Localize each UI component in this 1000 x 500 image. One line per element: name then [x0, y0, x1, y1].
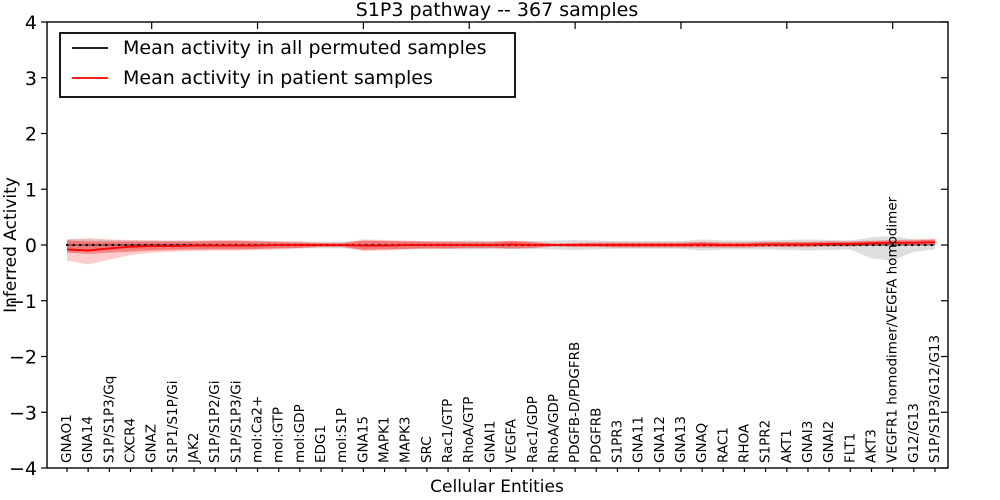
entity-label: GNAI3 [800, 421, 816, 463]
entity-label: mol:S1P [334, 408, 350, 463]
entity-label: GNA13 [673, 416, 689, 463]
entity-label: GNAZ [144, 424, 160, 463]
entity-label: GNA11 [631, 416, 647, 463]
entity-label: GNAI1 [482, 421, 498, 463]
entity-label: RAC1 [715, 427, 731, 463]
entity-label: mol:GTP [271, 407, 287, 463]
y-tick-label: 1 [25, 179, 37, 201]
chart-title: S1P3 pathway -- 367 samples [356, 0, 638, 21]
entity-label: EDG1 [313, 425, 329, 463]
entity-label: GNA14 [80, 416, 96, 463]
entity-label: GNAO1 [59, 414, 75, 463]
uncertainty-bands [67, 236, 935, 265]
entity-label: S1P/S1P3/Gq [101, 376, 117, 463]
y-axis-label: Inferred Activity [1, 177, 21, 313]
entity-label: RhoA/GDP [546, 394, 562, 463]
entity-label: PDGFRB [588, 408, 604, 463]
entity-label: FLT1 [842, 433, 858, 463]
axis-ticks [41, 21, 948, 472]
entity-label: RHOA [736, 423, 752, 463]
entity-label: Rac1/GTP [440, 399, 456, 463]
y-tick-label: −2 [9, 347, 37, 369]
y-tick-label: 4 [25, 12, 37, 34]
y-tick-labels: −4 −3 −2 −1 0 1 2 3 4 [9, 12, 37, 480]
entity-label: S1P/S1P2/Gi [207, 381, 223, 464]
entity-label: JAK2 [186, 433, 202, 464]
entity-label: MAPK3 [398, 417, 414, 463]
entity-label: GNA12 [652, 416, 668, 463]
patient-mean-line [66, 241, 936, 252]
y-tick-label: −4 [9, 458, 37, 480]
entity-label: mol:Ca2+ [250, 396, 266, 463]
legend-box [59, 32, 516, 98]
entity-label: S1P1/S1P/Gi [165, 381, 181, 464]
entity-label: SRC [419, 436, 435, 463]
entity-label: GNA15 [355, 416, 371, 463]
legend-label-patient: Mean activity in patient samples [123, 67, 433, 89]
patient-inner-band [67, 239, 935, 254]
entity-label: VEGFR1 homodimer/VEGFA homodimer [885, 196, 901, 463]
permuted-range-band [67, 236, 935, 261]
entity-label: S1PR3 [609, 420, 625, 463]
entity-label: RhoA/GTP [461, 397, 477, 463]
entity-label: AKT1 [779, 429, 795, 463]
x-axis-label: Cellular Entities [430, 477, 564, 497]
legend-label-permuted: Mean activity in all permuted samples [123, 37, 486, 59]
entity-label: S1P/S1P3/G12/G13 [927, 335, 943, 463]
y-tick-label: 3 [25, 68, 37, 90]
entity-label: VEGFA [504, 418, 520, 463]
entity-label: MAPK1 [377, 417, 393, 463]
entity-tick-labels: GNAO1 GNA14 S1P/S1P3/Gq CXCR4 GNAZ S1P1/S1P/G… [59, 196, 943, 464]
entity-label: S1P/S1P3/Gi [228, 381, 244, 464]
entity-label: S1PR2 [758, 420, 774, 463]
entity-label: GNAI2 [821, 421, 837, 463]
entity-label: mol:GDP [292, 404, 308, 463]
legend: Mean activity in all permuted samples Me… [59, 32, 516, 98]
y-tick-label: −3 [9, 402, 37, 424]
y-tick-label: 0 [25, 235, 37, 257]
y-tick-label: 2 [25, 124, 37, 146]
y-tick-label: −1 [9, 291, 37, 313]
mean-lines [65, 241, 937, 252]
entity-label: CXCR4 [123, 418, 139, 463]
entity-label: GNAQ [694, 423, 710, 463]
entity-label: Rac1/GDP [525, 396, 541, 463]
entity-label: PDGFB-D/PDGFRB [567, 342, 583, 463]
entity-label: AKT3 [863, 429, 879, 463]
entity-label: G12/G13 [906, 403, 922, 463]
